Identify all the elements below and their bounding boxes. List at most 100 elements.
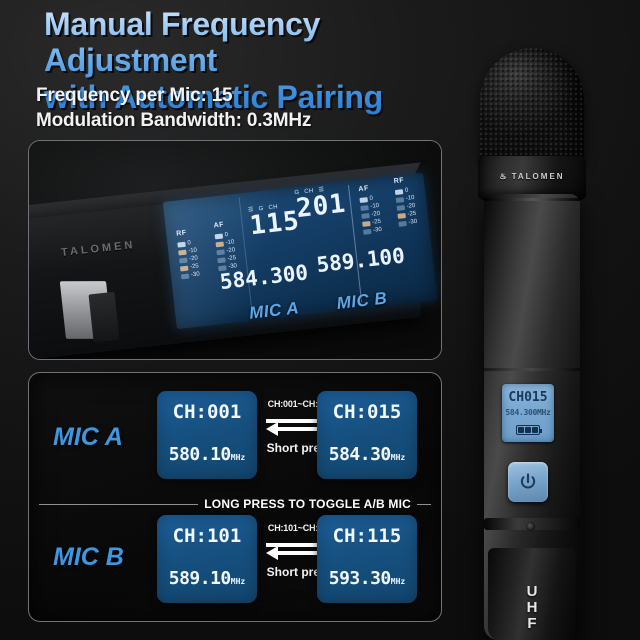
meter-af-mic-a: AF 0 -10 -20 -25 -30 [213,220,237,271]
meter-segment [179,265,189,271]
flame-icon: ♨ [499,172,509,181]
meter-segment [217,256,226,263]
meter-segment [362,220,371,227]
mic-power-button[interactable] [508,462,548,502]
meter-scale-value: -30 [408,218,418,226]
power-icon [520,473,536,489]
frequency-value: 584.30 [328,444,392,465]
channel-range: CH:101~CH:115 [267,523,333,533]
mic-a-channel-number: 115 [248,205,302,242]
meter-segment [214,233,224,239]
mic-a-lcd-to: CH:015 584.30MHz [317,391,417,479]
mic-screw [526,522,535,531]
toggle-note: LONG PRESS TO TOGGLE A/B MIC [204,497,411,511]
meter-segment [361,212,370,219]
mic-grille [480,48,584,166]
meter-scale-value: -10 [188,247,198,255]
meter-segment [216,248,225,255]
mic-b-channel-number: 201 [294,188,348,225]
band-letter: U [526,583,538,600]
mic-brand-text: TALOMEN [511,172,565,181]
meter-scale-value: 0 [404,187,409,194]
spec-modulation-bandwidth: Modulation Bandwidth: 0.3MHz [36,110,312,131]
meter-scale-value: -10 [370,202,380,210]
channel-value: CH:115 [332,525,402,547]
meter-rf-label: RF [175,229,188,238]
meter-scale-value: -20 [371,210,381,218]
meter-scale-value: -20 [406,202,416,210]
channel-value: CH:101 [172,525,242,547]
meter-segment [359,196,368,203]
mic-a-lcd-from: CH:001 580.10MHz [157,391,257,479]
meter-segment [215,240,224,247]
receiver-mic-a-readout: ☰ G CH 115 [247,201,302,242]
meter-scale-value: -25 [189,263,200,271]
press-action: Short press [266,565,334,579]
meter-af-label: AF [213,221,225,230]
meter-scale-value: -30 [372,226,383,234]
channel-range: CH:001~CH:015 [267,399,333,409]
meter-scale-value: -25 [227,255,237,263]
frequency-unit: MHz [390,577,406,586]
spec-frequency-per-mic: Frequency per Mic: 15 [36,85,233,106]
meter-scale-value: 0 [224,231,229,239]
signal-bars-icon: ☰ [318,185,325,194]
meter-scale-value: 0 [369,195,374,202]
receiver-tab-mic-a: MIC A [248,298,301,323]
mic-display-channel: CH015 [508,390,548,405]
mic-brand-logo: ♨ TALOMEN [478,172,586,181]
mic-band-label: U H F [484,584,580,631]
mic-lcd-display: CH015 584.300MHz [502,384,554,442]
mic-mesh-pattern-shadow [480,48,584,166]
handheld-microphone: ♨ TALOMEN CH015 584.300MHz U H F [458,48,608,640]
frequency-value: 580.10 [168,444,232,465]
receiver-tab-mic-b: MIC B [335,288,389,313]
meter-scale-value: -30 [228,263,238,271]
meter-segment [396,204,406,211]
meter-af-mic-b: AF 0 -10 -20 -25 -30 [358,184,382,235]
press-action: Short press [266,441,334,455]
divider-line [417,503,431,505]
g-label: G [258,205,265,213]
ch-label: CH [304,188,314,196]
diagram-label-mic-a: MIC A [53,423,123,451]
meter-scale-value: -25 [407,210,417,218]
meter-segment [394,188,404,195]
mic-b-frequency: 589.100 [315,243,406,278]
meter-segment [179,257,188,263]
meter-rf-label: RF [393,176,405,186]
bidirectional-arrow-icon [266,538,334,560]
meter-segment [178,249,187,256]
mic-seam [484,198,580,201]
meter-segment [180,273,190,279]
mic-display-frequency: 584.300MHz [505,408,551,417]
toggle-divider: LONG PRESS TO TOGGLE A/B MIC [39,497,431,511]
receiver-image: TALOMEN RF 0 -10 -20 -25 -30 AF 0 -10 -2… [29,141,441,359]
ch-label: CH [268,204,279,212]
meter-segment [177,241,186,248]
frequency-value: 589.10 [168,568,232,589]
meter-scale-value: -25 [371,218,382,226]
meter-segment [362,228,372,235]
diagram-label-mic-b: MIC B [53,543,124,571]
receiver-bracket-shadow [88,291,120,343]
mic-b-transition: CH:101~CH:115 Short press [261,523,339,579]
meter-af-label: AF [358,184,370,194]
meter-segment [397,212,406,219]
bidirectional-arrow-icon [266,414,334,436]
mic-bottom-cap [488,548,576,640]
divider-line [39,503,199,505]
channel-value: CH:015 [332,401,402,423]
frequency-value: 593.30 [328,568,392,589]
frequency-unit: MHz [230,453,246,462]
meter-rf-mic-b: RF 0 -10 -20 -25 -30 [393,176,417,227]
frequency-unit: MHz [390,453,406,462]
signal-bars-icon: ☰ [247,205,255,214]
meter-segment [218,264,227,271]
receiver-mic-b-readout: G CH ☰ 201 [294,184,348,225]
meter-scale-value: -10 [405,194,415,202]
meter-scale-value: -20 [188,255,199,263]
meter-scale-value: 0 [187,240,192,247]
meter-segment [360,204,369,211]
